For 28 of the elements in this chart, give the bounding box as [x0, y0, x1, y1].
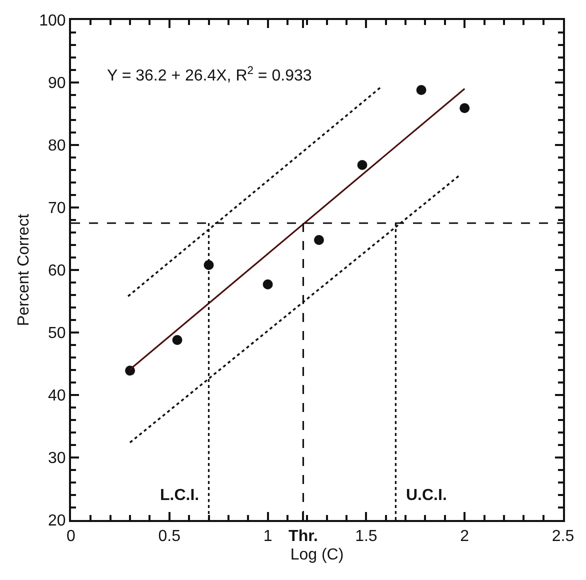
y-tick-label: 30 — [48, 450, 66, 468]
x-tick-label: 0.5 — [158, 528, 181, 546]
point — [357, 160, 368, 170]
x-tick-label: Thr. — [288, 528, 318, 546]
ref-line-label: U.C.I. — [406, 487, 447, 504]
ref-line-label: L.C.I. — [160, 487, 200, 504]
point — [416, 85, 426, 95]
y-tick-label: 80 — [48, 138, 66, 155]
y-axis-title: Percent Correct — [15, 213, 32, 326]
y-tick-label: 100 — [39, 12, 66, 30]
x-tick-label: 2 — [460, 528, 470, 546]
y-tick-label: 50 — [48, 325, 66, 342]
y-tick-label: 60 — [48, 262, 66, 280]
x-axis-title: Log (C) — [290, 546, 344, 564]
x-tick-label: 0 — [66, 528, 76, 546]
point — [172, 335, 182, 345]
annotation: Y = 36.2 + 26.4X, R$^{2}$ = 0.933 — [107, 65, 312, 85]
y-tick-label: 40 — [48, 388, 66, 405]
point — [262, 279, 273, 290]
y-tick-label: 90 — [48, 75, 66, 92]
point — [314, 235, 324, 245]
x-tick-label: 2.5 — [552, 528, 574, 546]
y-tick-label: 70 — [48, 200, 66, 218]
point — [125, 366, 136, 376]
x-tick-label: 1.5 — [355, 528, 378, 546]
x-tick-label: 1 — [263, 528, 272, 546]
point — [460, 103, 470, 114]
y-tick-label: 20 — [48, 512, 66, 530]
